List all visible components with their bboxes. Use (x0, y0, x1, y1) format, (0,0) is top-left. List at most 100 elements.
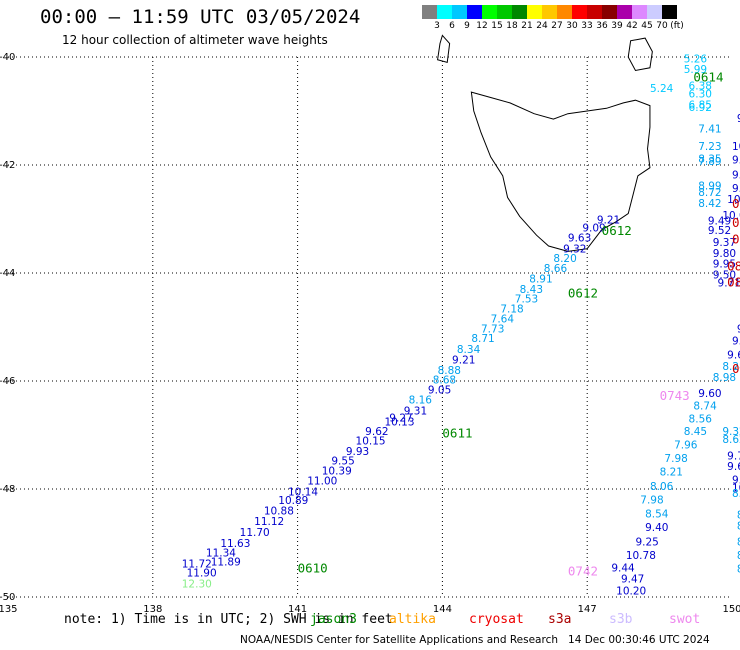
colorbar-swatch (662, 5, 677, 19)
pass-time-label: 0614 (693, 69, 723, 84)
pass-time-label: 08 (732, 215, 740, 230)
wave-height-value: 9.32 (722, 426, 740, 438)
pass-time-label: 08 (727, 275, 740, 290)
wave-height-value: 8.66 (544, 263, 568, 275)
flinders-island-coastline (627, 37, 653, 72)
wave-height-value: 9.27 (389, 413, 412, 425)
colorbar-swatch (482, 5, 497, 19)
wave-height-value: 8.71 (471, 333, 494, 345)
colorbar-label: 33 (581, 21, 593, 31)
colorbar-label: (ft) (670, 21, 684, 31)
lon-tick-label: 150 (722, 604, 740, 615)
wave-height-value: 8.35 (698, 153, 721, 165)
wave-height-value: 9.47 (621, 573, 644, 585)
wave-height-value: 10.10 (732, 483, 740, 495)
wave-height-value: 8.56 (689, 414, 713, 426)
wave-height-value: 8.62 (722, 434, 740, 446)
wave-height-value: 7.98 (640, 495, 663, 507)
wave-height-value: 9.71 (718, 278, 740, 290)
wave-height-value: 7.18 (500, 303, 523, 315)
wave-height-value: 9.40 (732, 475, 740, 487)
wave-height-value: 7.41 (698, 124, 721, 136)
lon-tick-label: 144 (433, 604, 452, 615)
colorbar-label: 42 (626, 21, 638, 31)
colorbar-swatch (527, 5, 542, 19)
colorbar-swatch (602, 5, 617, 19)
wave-height-value: 9.21 (452, 355, 475, 367)
satellite-legend-swot: swot (669, 612, 701, 627)
wave-height-value: 8.16 (409, 395, 433, 407)
wave-height-value: 9.71 (727, 450, 740, 462)
wave-height-value: 6.30 (689, 89, 712, 101)
wave-height-value: 6.92 (689, 102, 712, 114)
lat-tick-label: -42 (0, 160, 15, 171)
wave-height-value: 10.15 (356, 436, 386, 448)
wave-height-value: 9.61 (727, 349, 740, 361)
wave-height-value: 9.63 (568, 233, 591, 245)
pass-time-label: 0743 (660, 388, 690, 403)
wave-height-value: 9.9 (732, 154, 740, 166)
wave-height-value: 9.41 (737, 323, 740, 335)
note-legend: note: 1) Time is in UTC; 2) SWH is in fe… (64, 612, 393, 627)
colorbar-label: 27 (551, 21, 563, 31)
wave-height-value: 11.89 (211, 557, 241, 569)
wave-height-value: 8.88 (438, 365, 461, 377)
wave-height-value: 9.62 (365, 426, 388, 438)
wave-height-value: 8.34 (457, 344, 481, 356)
wave-height-value: 10.19 (727, 194, 740, 206)
satellite-legend-altika: altika (389, 612, 436, 627)
wave-height-value: 12.30 (182, 578, 212, 590)
wave-height-value: 10.20 (616, 585, 646, 597)
wave-height-value: 8.43 (520, 284, 543, 296)
wave-height-value: 8.21 (660, 467, 683, 479)
colorbar-swatch (647, 5, 662, 19)
wave-height-value: 9.37 (713, 237, 736, 249)
colorbar-label: 15 (491, 21, 503, 31)
wave-height-value: 9.49 (708, 215, 731, 227)
wave-height-value: 7.96 (674, 440, 698, 452)
wave-height-value: 7.98 (664, 453, 687, 465)
colorbar-swatch (557, 5, 572, 19)
wave-height-value: 9.80 (713, 248, 736, 260)
wave-height-value: 5.99 (684, 64, 707, 76)
colorbar-swatch (467, 5, 482, 19)
wave-height-value: 8.91 (529, 274, 552, 286)
wave-height-value: 11.90 (187, 567, 217, 579)
colorbar-label: 70 (656, 21, 668, 31)
wave-height-value: 8.98 (713, 372, 736, 384)
wave-height-value: 8.11 (732, 488, 740, 500)
satellite-legend-jason3: jason3 (310, 612, 357, 627)
colorbar-swatch (542, 5, 557, 19)
wave-height-value: 8.99 (698, 180, 721, 192)
wave-height-value: 6.38 (689, 80, 712, 92)
colorbar-swatch (497, 5, 512, 19)
wave-height-value: 10.14 (288, 486, 318, 498)
wave-height-value: 10. (732, 141, 740, 153)
wave-height-value: 11.00 (307, 476, 337, 488)
note-prefix: note: 1) Time is in UTC; 2) SWH is in fe… (64, 612, 393, 627)
wave-height-value: 9.52 (708, 225, 731, 237)
wave-height-value: 10.88 (264, 505, 294, 517)
wave-height-value: 8.28 (722, 361, 740, 373)
wave-height-value: 11.12 (254, 516, 284, 528)
wave-height-value: 8.8 (737, 550, 740, 562)
colorbar-label: 12 (476, 21, 488, 31)
wave-height-value: 9.38 (732, 183, 740, 195)
pass-time-label: 08 (732, 231, 740, 246)
wave-height-value: 7.23 (698, 141, 721, 153)
satellite-legend-s3a: s3a (548, 612, 572, 627)
satellite-legend-cryosat: cryosat (469, 612, 524, 627)
wave-height-value: 11.63 (220, 538, 250, 550)
colorbar-label: 24 (536, 21, 548, 31)
pass-time-label: 0610 (298, 561, 328, 576)
lat-tick-label: -40 (0, 52, 15, 63)
wave-height-value: 9 (737, 113, 740, 125)
wave-height-value: 9.95 (713, 259, 736, 271)
wave-height-value: 8.8 (737, 564, 740, 576)
wave-height-value: 8.4 (737, 521, 740, 533)
lat-tick-label: -46 (0, 376, 15, 387)
wave-height-value: 9.32 (563, 243, 586, 255)
colorbar-swatch (437, 5, 452, 19)
map-title: 00:00 – 11:59 UTC 03/05/2024 (40, 6, 361, 28)
wave-height-value: 9.16 (732, 170, 740, 182)
